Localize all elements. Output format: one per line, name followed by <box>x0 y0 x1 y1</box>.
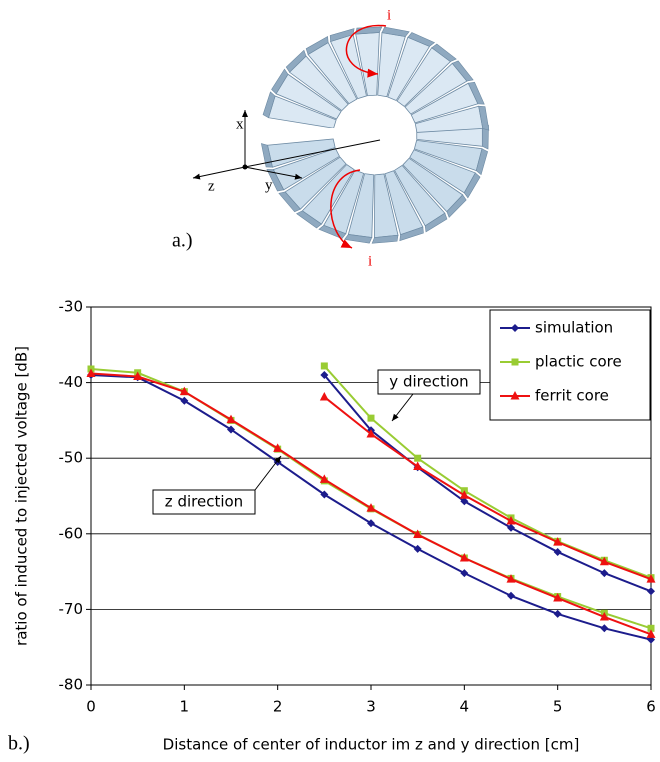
panel-label: b.) <box>8 733 30 755</box>
legend-label: plactic core <box>535 353 622 371</box>
legend: simulation plactic core ferrit core <box>490 310 650 420</box>
x-tick-label: 3 <box>366 698 376 716</box>
current-label: i <box>368 253 372 269</box>
legend-label: simulation <box>535 319 613 337</box>
y-tick-label: -30 <box>59 298 84 316</box>
marker <box>414 545 422 553</box>
x-tick-label: 4 <box>460 698 470 716</box>
current-label: i <box>387 7 391 23</box>
marker <box>414 455 421 462</box>
marker <box>554 610 562 618</box>
marker <box>554 548 562 556</box>
marker <box>512 359 519 366</box>
y-axis-title: ratio of induced to injected voltage [dB… <box>13 346 31 646</box>
z-axis-arrow <box>193 167 245 178</box>
x-tick-label: 2 <box>273 698 283 716</box>
annotation: y direction <box>389 373 468 391</box>
marker <box>647 587 655 595</box>
x-tick-label: 0 <box>86 698 96 716</box>
axis-label: z <box>208 178 215 194</box>
marker <box>321 362 328 369</box>
marker <box>320 392 329 401</box>
legend-label: ferrit core <box>535 387 609 405</box>
marker <box>368 415 375 422</box>
axis-label: x <box>236 116 244 132</box>
marker <box>507 592 515 600</box>
marker <box>460 569 468 577</box>
axis-label: y <box>265 177 273 193</box>
panel-label: a.) <box>172 230 193 252</box>
core-gap <box>260 128 385 138</box>
series-line <box>324 397 651 579</box>
x-tick-label: 5 <box>553 698 563 716</box>
y-tick-label: -40 <box>59 373 84 391</box>
figure: x y z i i a.) b.) -80 -70 -60 -50 -40 -30 0 1 2 3… <box>0 0 660 758</box>
page: {"diagram": {"axis_labels": ["x", "y", "… <box>0 0 660 762</box>
origin <box>243 165 248 170</box>
y-tick-label: -60 <box>59 524 84 542</box>
x-tick-label: 6 <box>646 698 656 716</box>
marker <box>600 624 608 632</box>
x-axis-title: Distance of center of inductor im z and … <box>163 736 580 754</box>
y-tick-label: -50 <box>59 449 84 467</box>
annotation: z direction <box>165 493 243 511</box>
marker <box>600 569 608 577</box>
annotation-arrow <box>392 394 413 421</box>
toroid-drawing <box>260 27 489 243</box>
x-tick-label: 1 <box>180 698 190 716</box>
marker <box>507 524 515 532</box>
y-tick-label: -80 <box>59 676 84 694</box>
annotation-arrow <box>255 456 281 490</box>
y-tick-label: -70 <box>59 600 84 618</box>
